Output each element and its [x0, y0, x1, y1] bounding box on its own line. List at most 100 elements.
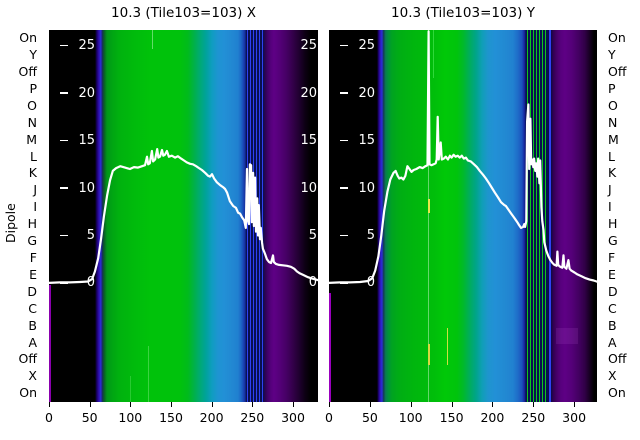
x-tick-mark — [451, 402, 453, 407]
dipole-row-label: C — [608, 300, 617, 316]
inner-tick-label: 25 — [340, 37, 375, 55]
heatmap-stripe — [535, 30, 537, 402]
dipole-row-label: E — [29, 266, 37, 282]
dipole-row-label: M — [26, 131, 37, 147]
inner-tick-label-right: 20 — [300, 85, 317, 101]
heatmap-stripe — [262, 30, 264, 402]
dipole-row-label: A — [608, 334, 617, 350]
heatmap-stripe — [428, 344, 430, 365]
inner-tick-label-right: 15 — [300, 133, 317, 149]
inner-tick-label: 20 — [340, 84, 375, 102]
inner-tick-dash — [340, 139, 348, 142]
heatmap-stripe — [148, 346, 149, 402]
dipole-row-label: L — [608, 148, 615, 164]
x-tick-label: 50 — [81, 410, 98, 425]
x-tick-label: 200 — [199, 410, 224, 425]
x-tick-label: 150 — [159, 410, 183, 425]
dipole-row-label: Off — [18, 64, 37, 80]
inner-tick-value: 0 — [366, 275, 375, 291]
inner-tick-label: 0 — [60, 274, 95, 292]
dipole-row-label: N — [27, 114, 37, 130]
dipole-labels-left: On Y Off P O N M L K J I H G F E D C B A Off X On — [0, 30, 41, 402]
inner-tick-value: 5 — [366, 227, 375, 243]
dipole-row-label: O — [608, 97, 618, 113]
inner-tick-dash — [340, 44, 348, 47]
dipole-row-label: On — [608, 385, 626, 401]
heatmap-stripe — [152, 30, 153, 49]
inner-tick-value: 10 — [78, 180, 95, 196]
heatmap-stripe — [49, 285, 51, 402]
inner-tick-label: 5 — [340, 226, 375, 244]
dipole-row-label: X — [608, 368, 617, 384]
inner-tick-dash — [60, 282, 68, 284]
inner-tick-value: 5 — [86, 227, 95, 243]
inner-tick-dash — [340, 282, 348, 284]
heatmap-stripe — [538, 30, 540, 402]
dipole-row-label: F — [608, 249, 616, 265]
inner-tick-value: 15 — [358, 133, 375, 149]
heatmap-stripe — [532, 30, 534, 402]
x-tick-label: 50 — [361, 410, 378, 425]
dipole-row-label: C — [28, 300, 37, 316]
heatmap-stripe — [130, 375, 131, 402]
dipole-row-label: Off — [18, 351, 37, 367]
x-tick-mark — [89, 402, 91, 407]
x-tick-label: 0 — [45, 410, 53, 425]
dipole-row-label: I — [608, 199, 612, 215]
dipole-row-label: G — [608, 233, 618, 249]
dipole-row-label: X — [28, 368, 37, 384]
heatmap-stripe — [548, 30, 551, 402]
dipole-row-label: H — [608, 216, 618, 232]
x-tick-mark — [410, 402, 412, 407]
dipole-row-label: Y — [29, 47, 37, 63]
inner-tick-label-right: 0 — [308, 275, 317, 291]
inner-tick-dash — [60, 92, 68, 94]
dipole-row-label: I — [33, 199, 37, 215]
dipole-row-label: J — [33, 182, 37, 198]
dipole-row-label: O — [27, 97, 37, 113]
x-tick-mark — [49, 402, 50, 407]
dipole-row-label: On — [19, 385, 37, 401]
dipole-row-label: On — [19, 30, 37, 46]
inner-tick-label: 25 — [60, 37, 95, 55]
dipole-row-label: K — [608, 165, 617, 181]
dipole-row-label: P — [29, 80, 37, 96]
inner-tick-label-right: 5 — [308, 227, 317, 243]
dipole-row-label: B — [28, 317, 37, 333]
panel-title-x: 10.3 (Tile103=103) X — [111, 5, 256, 21]
x-tick-label: 200 — [480, 410, 505, 425]
dipole-row-label: A — [28, 334, 37, 350]
inner-tick-label: 15 — [60, 132, 95, 150]
dipole-row-label: N — [608, 114, 618, 130]
x-tick-mark — [329, 402, 330, 407]
heatmap-gradient — [49, 30, 318, 402]
dipole-row-label: H — [27, 216, 37, 232]
heatmap-stripe — [529, 30, 531, 402]
inner-tick-value: 0 — [86, 275, 95, 291]
dipole-row-label: E — [608, 266, 616, 282]
heatmap-stripe — [556, 327, 578, 345]
panel-title-y: 10.3 (Tile103=103) Y — [391, 5, 535, 21]
inner-tick-value: 25 — [358, 38, 375, 54]
heatmap-stripe — [428, 199, 430, 213]
dipole-row-label: D — [608, 283, 618, 299]
heatmap-stripe — [433, 30, 435, 79]
heatmap-stripe — [329, 293, 331, 402]
inner-tick-value: 20 — [78, 85, 95, 101]
x-tick-mark — [130, 402, 132, 407]
x-tick-mark — [574, 402, 576, 407]
inner-tick-dash — [60, 234, 68, 237]
inner-tick-label: 15 — [340, 132, 375, 150]
x-tick-mark — [252, 402, 254, 407]
x-tick-label: 250 — [521, 410, 546, 425]
heatmap-panel-x: 25 20 15 10 5 0 25 20 15 10 5 0 — [49, 30, 318, 402]
inner-tick-label: 10 — [60, 179, 95, 197]
beam-curve — [329, 30, 597, 284]
x-tick-label: 300 — [562, 410, 587, 425]
x-tick-label: 150 — [439, 410, 464, 425]
inner-tick-label: 20 — [60, 84, 95, 102]
heatmap-stripe — [250, 30, 252, 402]
dipole-row-label: On — [608, 30, 626, 46]
x-tick-label: 100 — [118, 410, 143, 425]
